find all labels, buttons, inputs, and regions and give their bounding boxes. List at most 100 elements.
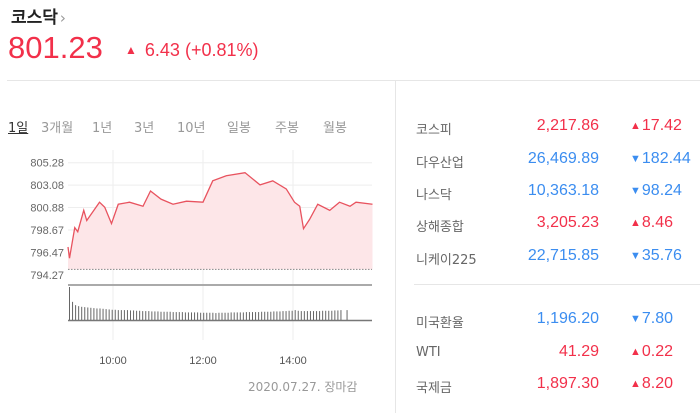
market-row-name: 미국환율	[416, 316, 464, 331]
volume-bar	[255, 312, 257, 320]
tab-1year[interactable]: 1년	[92, 121, 113, 136]
triangle-up-icon: ▲	[630, 217, 641, 229]
volume-bar	[279, 311, 281, 320]
index-row-value: 10,363.18	[527, 182, 599, 199]
index-row-value: 26,469.89	[527, 150, 599, 167]
volume-bar	[93, 308, 95, 320]
volume-bar	[313, 311, 314, 320]
triangle-up-icon: ▲	[125, 43, 137, 57]
index-row-name: 다우산업	[416, 156, 464, 171]
market-row[interactable]: 미국환율 1,196.20 ▼7.80	[416, 310, 700, 331]
volume-bar	[322, 310, 324, 320]
y-tick-label: 803.08	[30, 180, 64, 192]
period-tabs: 1일 3개월 1년 3년 10년 일봉 주봉 월봉	[8, 117, 347, 136]
index-row-name: 나스닥	[416, 188, 452, 203]
index-row-change: ▲17.42	[630, 117, 682, 135]
change-value: 0.22	[641, 343, 674, 360]
divider	[414, 284, 700, 285]
volume-bar	[105, 309, 107, 320]
volume-bar	[181, 312, 183, 320]
change-value: 182.44	[641, 150, 691, 167]
volume-bar	[331, 310, 333, 320]
change-percent: (+0.81%)	[184, 40, 259, 60]
tab-10year[interactable]: 10년	[177, 121, 206, 136]
index-row-name: 상해종합	[416, 220, 464, 235]
volume-bar	[90, 307, 92, 320]
market-row[interactable]: 국제금 1,897.30 ▲8.20	[416, 375, 700, 396]
market-row-change: ▲0.22	[630, 343, 673, 361]
market-row-change: ▼7.80	[630, 310, 673, 328]
volume-bar	[191, 312, 192, 320]
volume-bar	[328, 310, 330, 320]
volume-bar	[111, 309, 113, 320]
volume-bar	[123, 310, 125, 320]
volume-bar	[139, 310, 141, 320]
volume-bar	[316, 311, 318, 320]
tab-weekly[interactable]: 주봉	[275, 121, 299, 136]
volume-bar	[230, 312, 232, 320]
volume-bar	[218, 312, 220, 320]
index-row[interactable]: 상해종합 3,205.23 ▲8.46	[416, 214, 700, 235]
intraday-chart[interactable]: 805.28 803.08 800.88 798.67 796.47 794.27 10:0…	[0, 140, 390, 370]
volume-bar	[178, 312, 180, 320]
triangle-up-icon: ▲	[630, 378, 641, 390]
index-row-name: 니케이225	[416, 253, 477, 268]
y-tick-label: 800.88	[30, 202, 64, 214]
volume-bar	[75, 305, 77, 320]
index-row[interactable]: 나스닥 10,363.18 ▼98.24	[416, 182, 700, 203]
tab-daily[interactable]: 일봉	[227, 121, 251, 136]
volume-bar	[163, 311, 165, 320]
volume-bar	[102, 308, 104, 320]
index-row-change: ▲8.46	[630, 214, 673, 232]
tab-3year[interactable]: 3년	[134, 121, 155, 136]
tab-3month[interactable]: 3개월	[41, 121, 74, 136]
y-tick-label: 794.27	[30, 270, 64, 282]
divider	[395, 81, 396, 413]
index-row[interactable]: 니케이225 22,715.85 ▼35.76	[416, 247, 700, 268]
index-row-value: 2,217.86	[536, 117, 599, 134]
index-row-change: ▼182.44	[630, 150, 691, 168]
index-title-link[interactable]: 코스닥 ›	[11, 3, 66, 28]
index-row-name: 코스피	[416, 123, 452, 138]
volume-bar	[81, 306, 83, 320]
market-row-value: 1,897.30	[536, 375, 599, 392]
tab-monthly[interactable]: 월봉	[323, 121, 347, 136]
volume-bar	[221, 312, 223, 320]
volume-bar	[145, 311, 147, 320]
volume-bar	[212, 312, 214, 320]
volume-bar	[184, 312, 186, 320]
volume-bar	[78, 306, 80, 320]
volume-bar	[224, 312, 226, 320]
volume-bar	[288, 310, 290, 320]
volume-bar	[99, 308, 101, 320]
index-row[interactable]: 코스피 2,217.86 ▲17.42	[416, 117, 700, 138]
volume-bar	[157, 311, 159, 320]
tab-1day[interactable]: 1일	[8, 121, 29, 136]
triangle-down-icon: ▼	[630, 250, 641, 262]
volume-bar	[84, 307, 86, 320]
volume-bar	[346, 310, 348, 320]
market-row[interactable]: WTI 41.29 ▲0.22	[416, 343, 700, 363]
volume-bar	[136, 310, 138, 320]
volume-bar	[294, 310, 296, 320]
volume-bar	[172, 312, 174, 320]
change-value: 35.76	[641, 247, 682, 264]
volume-bar	[300, 311, 302, 320]
volume-bar	[261, 311, 263, 320]
x-tick-label: 10:00	[99, 355, 127, 367]
market-row-name: 국제금	[416, 381, 452, 396]
volume-bar	[87, 307, 89, 320]
volume-bar	[130, 310, 131, 320]
volume-bar	[72, 301, 74, 320]
volume-bar	[297, 310, 299, 320]
triangle-down-icon: ▼	[630, 313, 641, 325]
index-row-value: 22,715.85	[527, 247, 599, 264]
change-value: 8.46	[641, 214, 674, 231]
index-row[interactable]: 다우산업 26,469.89 ▼182.44	[416, 150, 700, 171]
volume-bar	[270, 311, 272, 320]
volume-bar	[334, 310, 336, 320]
volume-bar	[242, 312, 244, 320]
market-row-value: 41.29	[558, 343, 599, 360]
volume-bar	[248, 312, 250, 320]
volume-bar	[325, 310, 327, 320]
